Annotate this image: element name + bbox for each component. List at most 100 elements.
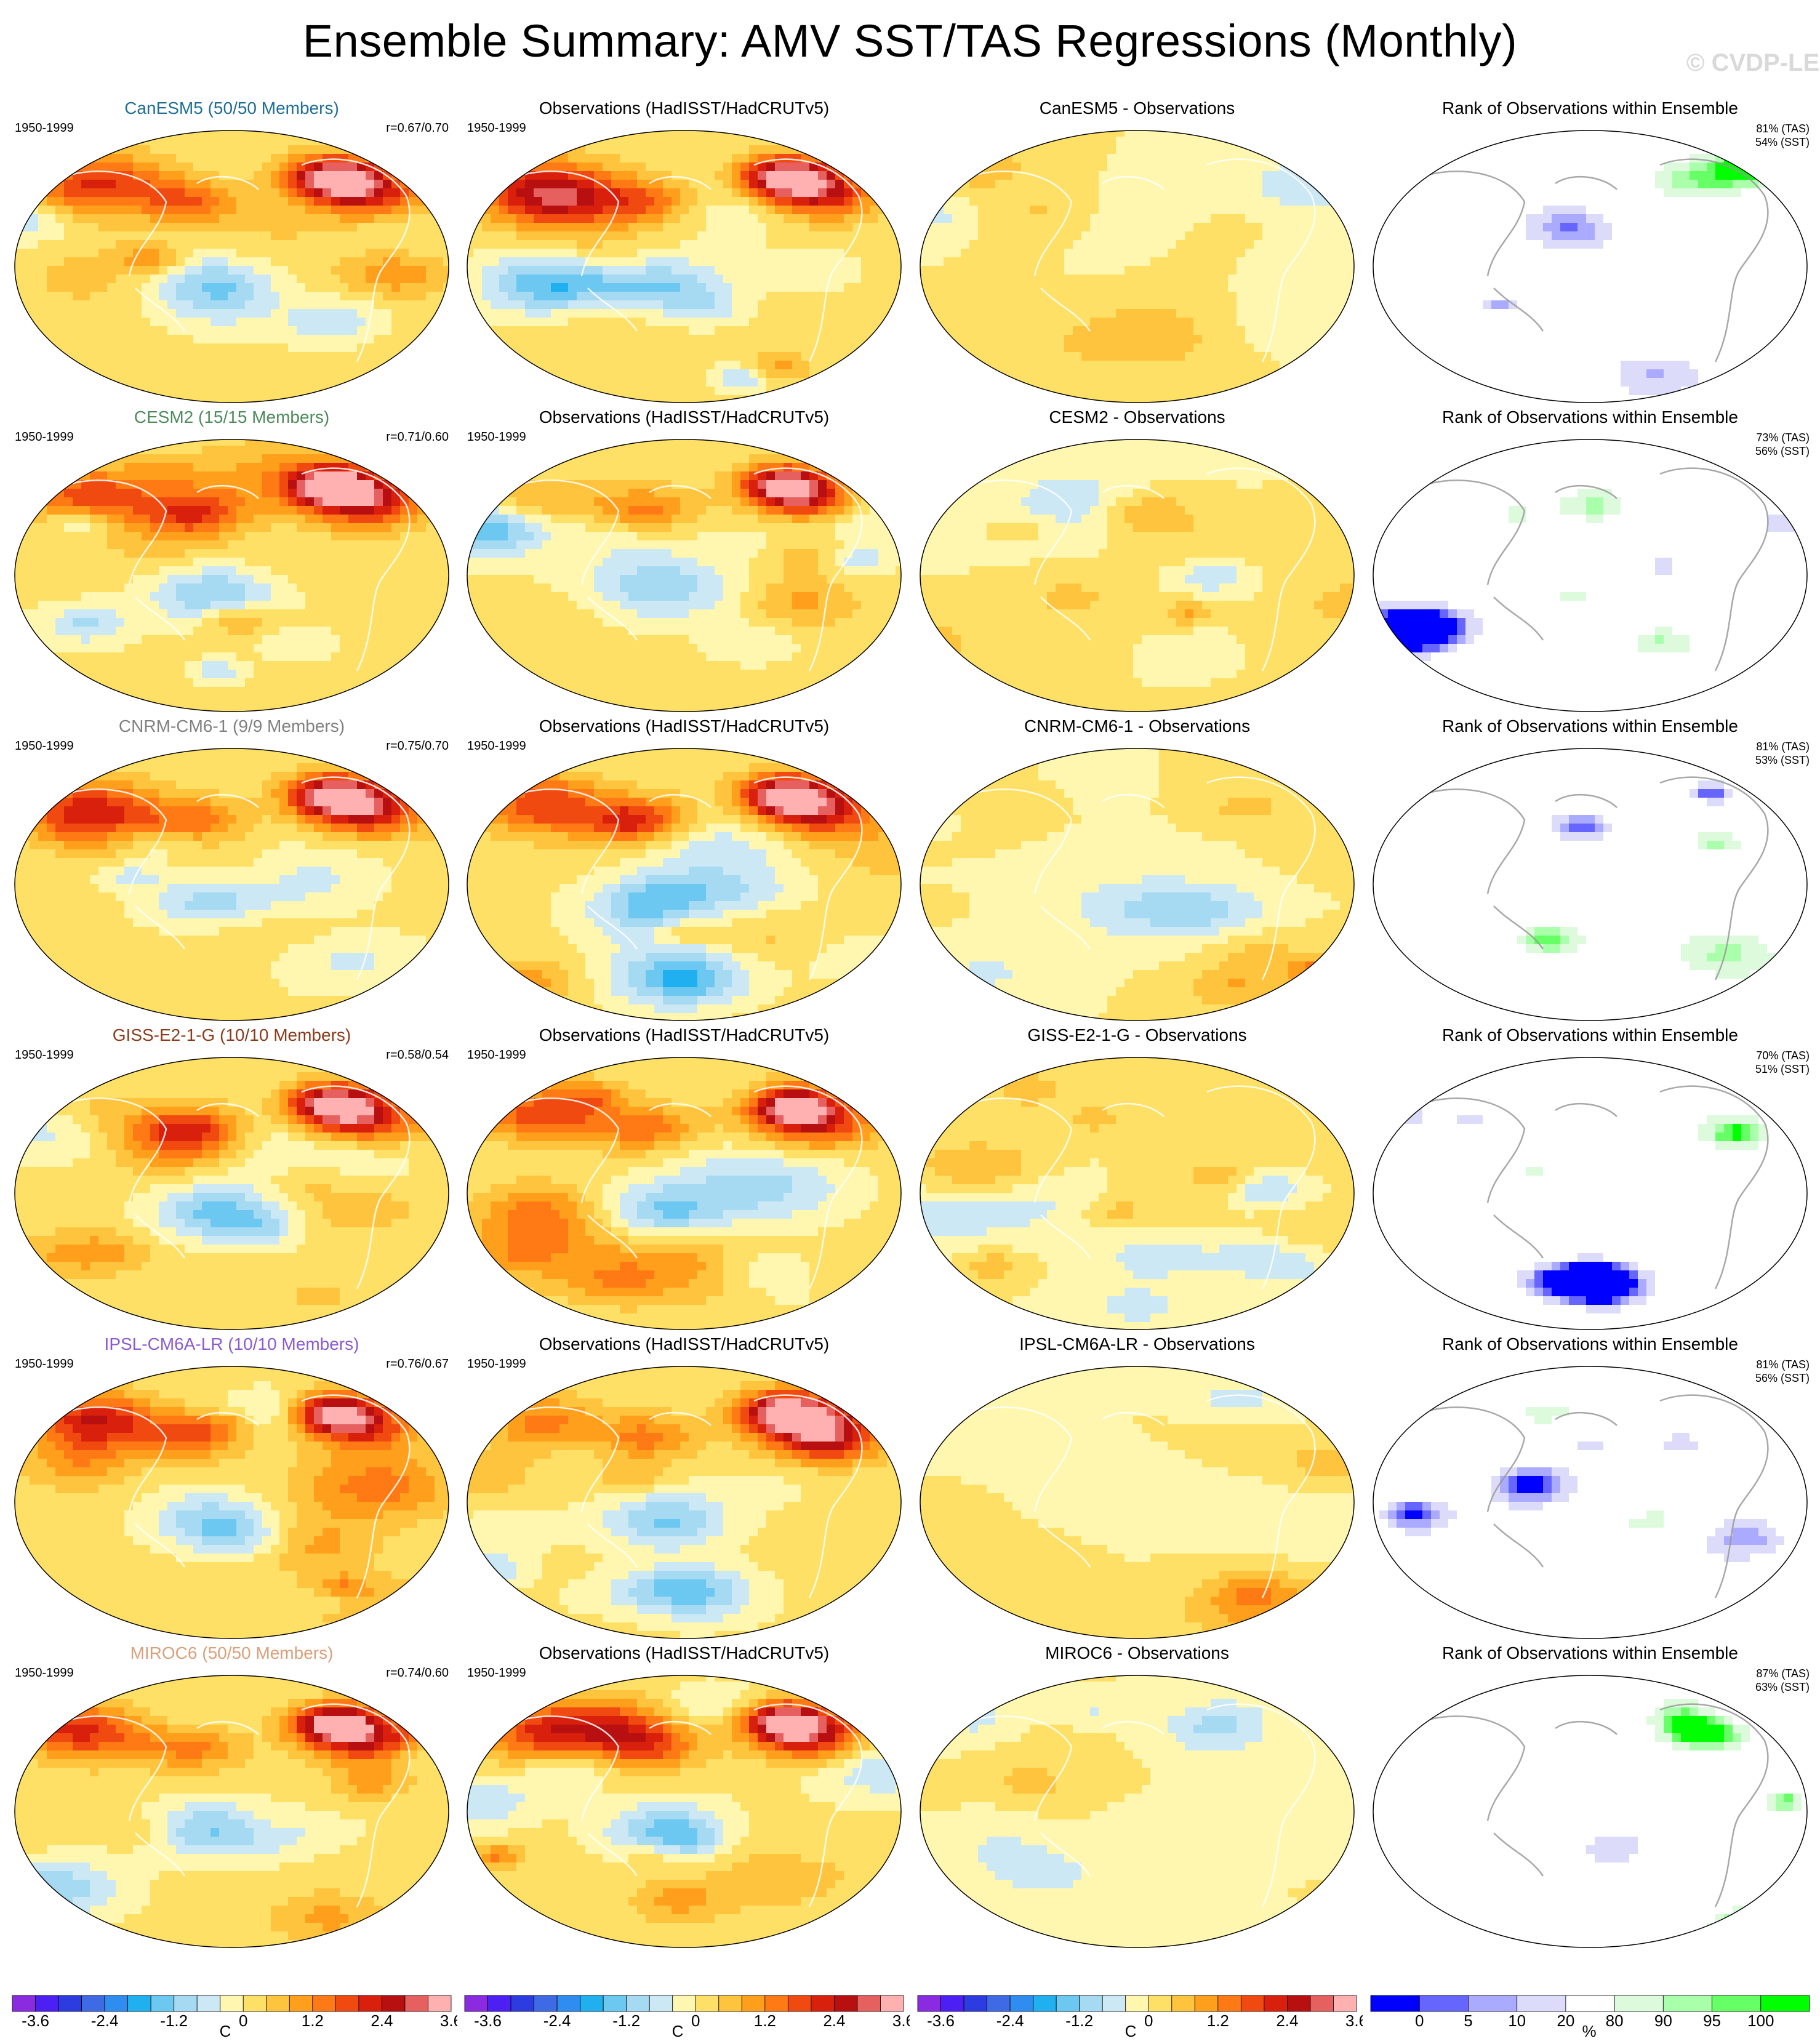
colorbar-swatch <box>464 1995 488 2012</box>
colorbar-swatch <box>764 1995 788 2012</box>
colorbar-swatch <box>58 1995 82 2012</box>
colorbar-swatch <box>1056 1995 1080 2012</box>
colorbar-swatch <box>487 1995 511 2012</box>
colorbar-tick-label: -1.2 <box>160 2011 188 2030</box>
model-map <box>14 1366 449 1639</box>
panel-rank: Rank of Observations within Ensemble 81% … <box>1365 715 1816 1024</box>
colorbar-swatch <box>1171 1995 1195 2012</box>
colorbar-swatch <box>741 1995 766 2012</box>
colorbar-tick-label: 3.6 <box>892 2011 910 2030</box>
diff-map <box>920 439 1355 712</box>
rank-sst-label: 51% (SST) <box>1755 1062 1810 1076</box>
colorbar-tick-label: 5 <box>1464 2011 1472 2030</box>
colorbar-swatch <box>1287 1995 1311 2012</box>
colorbar-swatch <box>12 1995 36 2012</box>
panel-title: Observations (HadISST/HadCRUTv5) <box>459 1642 910 1664</box>
colorbar-unit: % <box>1582 2022 1596 2037</box>
panel-diff: GISS-E2-1-G - Observations <box>912 1024 1363 1333</box>
colorbar-swatch <box>243 1995 267 2012</box>
watermark: © CVDP-LE <box>1686 49 1819 77</box>
panel-title: Observations (HadISST/HadCRUTv5) <box>459 1333 910 1355</box>
colorbar-tick-label: -1.2 <box>612 2011 640 2030</box>
rank-sst-label: 56% (SST) <box>1755 1371 1810 1385</box>
rank-tas-label: 87% (TAS) <box>1756 1667 1810 1680</box>
colorbar-swatch <box>1310 1995 1334 2012</box>
colorbar-tick-label: -2.4 <box>543 2011 571 2030</box>
colorbar-swatch <box>289 1995 313 2012</box>
panel-diff: MIROC6 - Observations <box>912 1642 1363 1951</box>
period-label: 1950-1999 <box>15 1048 74 1062</box>
colorbar-swatch <box>649 1995 673 2012</box>
model-map <box>14 439 449 712</box>
panel-obs: Observations (HadISST/HadCRUTv5) 1950-199… <box>459 1642 910 1951</box>
colorbar-swatch <box>358 1995 382 2012</box>
panel-diff: CNRM-CM6-1 - Observations <box>912 715 1363 1024</box>
panel-rank: Rank of Observations within Ensemble 70% … <box>1365 1024 1816 1333</box>
colorbar-swatch <box>672 1995 696 2012</box>
model-map <box>14 130 449 403</box>
panel-model: GISS-E2-1-G (10/10 Members) 1950-1999 r=0.… <box>6 1024 457 1333</box>
panel-title: Rank of Observations within Ensemble <box>1365 97 1816 119</box>
pattern-correlation: r=0.58/0.54 <box>386 1048 449 1062</box>
panel-obs: Observations (HadISST/HadCRUTv5) 1950-199… <box>459 406 910 715</box>
panel-title: Rank of Observations within Ensemble <box>1365 1333 1816 1355</box>
panel-model: MIROC6 (50/50 Members) 1950-1999 r=0.74/0.… <box>6 1642 457 1951</box>
panel-obs: Observations (HadISST/HadCRUTv5) 1950-199… <box>459 715 910 1024</box>
colorbar-tick-label: 0 <box>1415 2011 1424 2030</box>
colorbar-swatch <box>1264 1995 1288 2012</box>
colorbar-swatch <box>1662 1995 1712 2012</box>
colorbar-swatch <box>1240 1995 1265 2012</box>
colorbar-tick-label: -1.2 <box>1065 2011 1093 2030</box>
model-map <box>14 1675 449 1948</box>
colorbar-swatch <box>1125 1995 1149 2012</box>
period-label: 1950-1999 <box>467 1357 526 1371</box>
pattern-correlation: r=0.67/0.70 <box>386 121 449 135</box>
row-cesm2: CESM2 (15/15 Members) 1950-1999 r=0.71/0.6… <box>0 406 1820 715</box>
diff-map <box>920 1057 1355 1330</box>
colorbar-unit: C <box>220 2022 231 2037</box>
obs-map <box>467 1675 902 1948</box>
diff-map <box>920 748 1355 1021</box>
colorbar-swatch <box>940 1995 964 2012</box>
colorbar-tick-label: 1.2 <box>1207 2011 1229 2030</box>
colorbar-tick-label: 3.6 <box>1345 2011 1363 2030</box>
colorbar-tick-label: 1.2 <box>302 2011 324 2030</box>
row-canesm5: CanESM5 (50/50 Members) 1950-1999 r=0.67/0… <box>0 97 1820 406</box>
colorbar-swatch <box>1517 1995 1566 2012</box>
row-ipsl-cm6a-lr: IPSL-CM6A-LR (10/10 Members) 1950-1999 r=0… <box>0 1333 1820 1642</box>
colorbar-swatch <box>81 1995 105 2012</box>
colorbar-tick-label: 95 <box>1703 2011 1721 2030</box>
colorbar-swatch <box>857 1995 881 2012</box>
obs-map <box>467 439 902 712</box>
panel-rank: Rank of Observations within Ensemble 81% … <box>1365 1333 1816 1642</box>
colorbar-swatch <box>917 1995 941 2012</box>
row-cnrm-cm6-1: CNRM-CM6-1 (9/9 Members) 1950-1999 r=0.75/… <box>0 715 1820 1024</box>
rank-map <box>1373 439 1808 712</box>
colorbar-swatch <box>1033 1995 1057 2012</box>
colorbar-swatch <box>534 1995 558 2012</box>
model-map <box>14 1057 449 1330</box>
obs-map <box>467 1057 902 1330</box>
panel-title: CESM2 (15/15 Members) <box>6 406 457 428</box>
panel-title: GISS-E2-1-G (10/10 Members) <box>6 1024 457 1046</box>
colorbar-observations: -3.6 -2.4 -1.2 0 1.2 2.4 3.6 C <box>459 1994 910 2037</box>
panel-obs: Observations (HadISST/HadCRUTv5) 1950-199… <box>459 1024 910 1333</box>
panel-title: Observations (HadISST/HadCRUTv5) <box>459 1024 910 1046</box>
panel-title: Rank of Observations within Ensemble <box>1365 406 1816 428</box>
panel-rank: Rank of Observations within Ensemble 87% … <box>1365 1642 1816 1951</box>
colorbar-swatch <box>174 1995 198 2012</box>
rank-tas-label: 81% (TAS) <box>1756 1358 1810 1371</box>
colorbar-tick-label: 20 <box>1557 2011 1574 2030</box>
colorbar-tick-label: 2.4 <box>1276 2011 1298 2030</box>
panel-diff: CESM2 - Observations <box>912 406 1363 715</box>
colorbar-swatch <box>1102 1995 1126 2012</box>
panel-diff: IPSL-CM6A-LR - Observations <box>912 1333 1363 1642</box>
period-label: 1950-1999 <box>467 1666 526 1680</box>
colorbar-tick-label: 90 <box>1654 2011 1672 2030</box>
panel-obs: Observations (HadISST/HadCRUTv5) 1950-199… <box>459 1333 910 1642</box>
colorbar-swatch <box>335 1995 359 2012</box>
pattern-correlation: r=0.71/0.60 <box>386 430 449 444</box>
period-label: 1950-1999 <box>15 739 74 753</box>
colorbar-swatch <box>35 1995 59 2012</box>
colorbar-tick-label: 80 <box>1606 2011 1624 2030</box>
